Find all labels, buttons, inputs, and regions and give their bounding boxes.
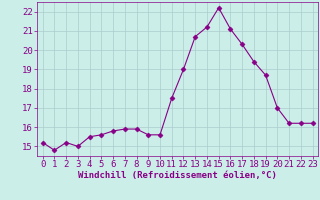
X-axis label: Windchill (Refroidissement éolien,°C): Windchill (Refroidissement éolien,°C) [78,171,277,180]
